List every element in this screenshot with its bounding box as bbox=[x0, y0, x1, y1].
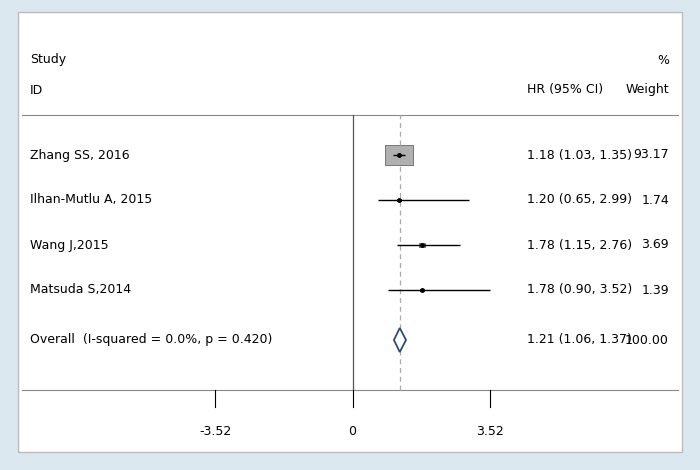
Text: -3.52: -3.52 bbox=[199, 425, 231, 438]
Text: 1.74: 1.74 bbox=[641, 194, 669, 206]
Text: Weight: Weight bbox=[625, 84, 669, 96]
FancyBboxPatch shape bbox=[18, 12, 682, 452]
Text: 1.21 (1.06, 1.37): 1.21 (1.06, 1.37) bbox=[527, 334, 632, 346]
Text: 1.39: 1.39 bbox=[641, 283, 669, 297]
Text: HR (95% CI): HR (95% CI) bbox=[527, 84, 603, 96]
Text: %: % bbox=[657, 54, 669, 66]
Text: 1.78 (1.15, 2.76): 1.78 (1.15, 2.76) bbox=[527, 238, 632, 251]
FancyBboxPatch shape bbox=[384, 145, 412, 165]
Text: 1.20 (0.65, 2.99): 1.20 (0.65, 2.99) bbox=[527, 194, 632, 206]
Polygon shape bbox=[394, 328, 406, 352]
Text: Overall  (I-squared = 0.0%, p = 0.420): Overall (I-squared = 0.0%, p = 0.420) bbox=[30, 334, 272, 346]
FancyBboxPatch shape bbox=[419, 243, 425, 247]
Text: Zhang SS, 2016: Zhang SS, 2016 bbox=[30, 149, 130, 162]
Text: 1.18 (1.03, 1.35): 1.18 (1.03, 1.35) bbox=[527, 149, 632, 162]
Text: ID: ID bbox=[30, 84, 43, 96]
Text: Ilhan-Mutlu A, 2015: Ilhan-Mutlu A, 2015 bbox=[30, 194, 153, 206]
Text: 0: 0 bbox=[349, 425, 356, 438]
Text: 100.00: 100.00 bbox=[625, 334, 669, 346]
FancyBboxPatch shape bbox=[420, 289, 424, 291]
Text: 93.17: 93.17 bbox=[634, 149, 669, 162]
Text: Study: Study bbox=[30, 54, 66, 66]
Text: 1.78 (0.90, 3.52): 1.78 (0.90, 3.52) bbox=[527, 283, 632, 297]
Text: 3.69: 3.69 bbox=[641, 238, 669, 251]
FancyBboxPatch shape bbox=[398, 199, 401, 201]
Text: Matsuda S,2014: Matsuda S,2014 bbox=[30, 283, 131, 297]
Text: 3.52: 3.52 bbox=[476, 425, 504, 438]
Text: Wang J,2015: Wang J,2015 bbox=[30, 238, 108, 251]
